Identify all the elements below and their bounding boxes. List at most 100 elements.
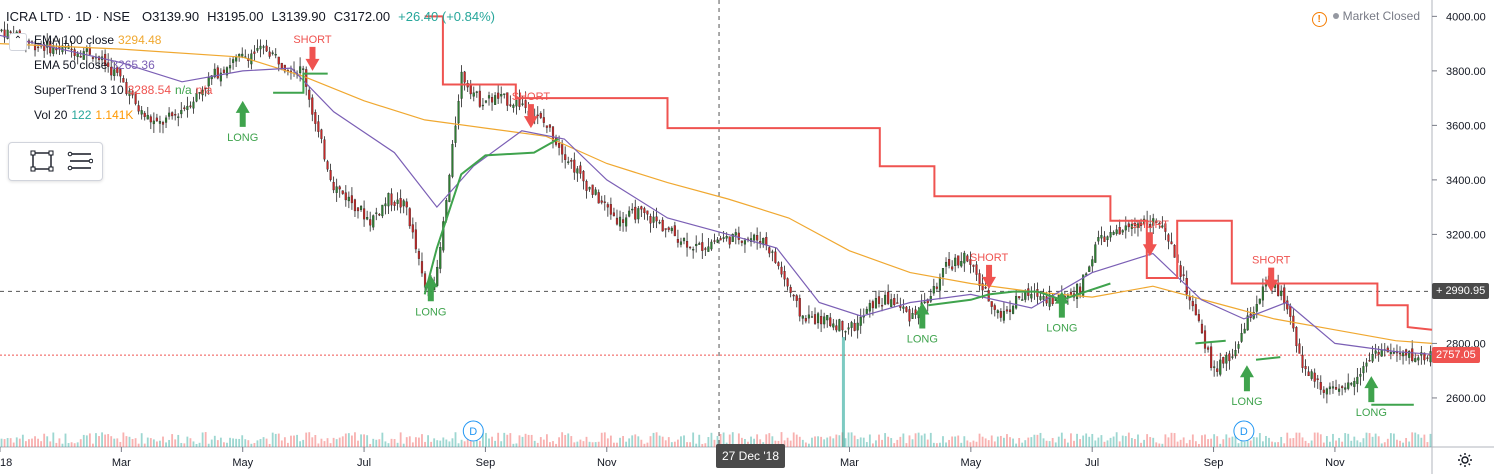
volume-bar: [1121, 435, 1124, 447]
list-icon[interactable]: [67, 150, 93, 172]
indicator-value: 3294.48: [118, 33, 162, 47]
candle-body: [1426, 357, 1429, 359]
volume-bar: [832, 438, 835, 447]
volume-bar: [131, 438, 134, 447]
volume-bar: [655, 432, 658, 447]
volume-bar: [1015, 443, 1018, 447]
volume-bar: [433, 438, 436, 447]
candle-body: [490, 97, 494, 103]
volume-bar: [0, 438, 3, 447]
candle-body: [655, 216, 658, 222]
candle-body: [387, 193, 390, 207]
candle-body: [588, 187, 591, 190]
volume-bar: [1249, 440, 1252, 447]
volume-bar: [1073, 440, 1075, 447]
dividend-marker[interactable]: [1233, 420, 1255, 442]
collapse-legend-button[interactable]: ⌃: [9, 33, 27, 51]
volume-bar: [305, 432, 308, 447]
volume-bar: [777, 440, 780, 447]
volume-bar: [287, 442, 289, 447]
series-line: [928, 282, 1111, 307]
volume-bar: [564, 434, 567, 447]
candle-body: [37, 46, 40, 49]
volume-bar: [183, 443, 186, 447]
price-tick-label: 3200.00: [1446, 229, 1486, 241]
candle-body: [399, 198, 402, 208]
volume-bar: [576, 441, 579, 447]
volume-bar: [491, 436, 493, 447]
candle-body: [813, 314, 817, 324]
volume-bar: [1112, 436, 1115, 447]
candle-body: [1344, 387, 1347, 390]
volume-bar: [710, 432, 713, 447]
market-status: ! Market Closed: [1311, 9, 1420, 27]
warning-icon[interactable]: !: [1311, 12, 1327, 27]
rectangle-icon[interactable]: [29, 150, 55, 172]
volume-bar: [1088, 436, 1091, 447]
candle-body: [637, 208, 640, 220]
volume-bar: [1426, 442, 1429, 447]
candle-body: [1112, 232, 1115, 235]
indicator-ema100[interactable]: EMA 100 close 3294.48: [34, 33, 165, 47]
volume-bar: [862, 437, 865, 447]
dividend-marker[interactable]: [462, 420, 484, 442]
candle-body: [222, 69, 226, 73]
candle-body: [1240, 333, 1243, 342]
indicator-ema50[interactable]: EMA 50 close 3265.36: [34, 58, 159, 72]
indicator-volume[interactable]: Vol 20 122 1.141K: [34, 108, 137, 122]
short-signal-arrow: [305, 46, 320, 71]
candle-body: [1261, 286, 1264, 301]
candle-body: [972, 264, 975, 267]
candle-body: [232, 59, 235, 63]
candle-body: [1362, 366, 1365, 374]
candle-body: [356, 207, 360, 212]
volume-bar: [585, 436, 588, 447]
volume-bar: [274, 433, 277, 447]
candle-body: [935, 286, 938, 289]
volume-bar: [908, 435, 911, 447]
volume-bar: [661, 436, 664, 447]
volume-bar: [73, 443, 76, 447]
volume-bar: [1051, 437, 1054, 447]
indicator-supertrend[interactable]: SuperTrend 3 10 3288.54 n/a n/a: [34, 83, 216, 97]
candle-body: [826, 315, 829, 321]
volume-bar: [978, 433, 981, 447]
volume-bar: [942, 436, 944, 447]
candle-body: [716, 239, 719, 243]
indicator-extra: n/a: [195, 83, 213, 97]
volume-bar: [1429, 433, 1432, 447]
candle-body: [975, 264, 978, 275]
volume-bar: [713, 439, 716, 447]
candle-body: [545, 125, 548, 128]
candle-body: [1371, 354, 1374, 362]
candle-body: [539, 113, 542, 118]
volume-bar: [445, 439, 448, 447]
volume-bar: [354, 432, 356, 447]
candle-body: [1197, 314, 1200, 321]
volume-bar: [1377, 436, 1380, 447]
volume-bar: [591, 442, 594, 447]
volume-bar: [341, 436, 344, 447]
candle-body: [993, 305, 996, 310]
volume-bar: [6, 438, 9, 447]
candle-body: [1219, 359, 1222, 375]
price-tick-label: 3400.00: [1446, 175, 1486, 187]
volume-bar: [808, 443, 810, 447]
candle-body: [137, 105, 140, 112]
volume-bar: [265, 438, 268, 447]
volume-bar: [829, 436, 832, 447]
candle-body: [168, 112, 171, 117]
volume-bar: [213, 435, 216, 447]
volume-bar: [521, 436, 524, 447]
candle-body: [1350, 383, 1353, 385]
volume-bar: [1380, 443, 1383, 447]
candle-body: [1359, 374, 1362, 377]
volume-bar: [1359, 442, 1362, 447]
volume-bar: [238, 438, 241, 447]
candle-body: [844, 330, 847, 333]
gear-icon[interactable]: [1457, 452, 1473, 468]
volume-bar: [948, 439, 950, 447]
symbol-title[interactable]: ICRA LTD · 1D · NSE: [6, 9, 131, 24]
candle-body: [1222, 357, 1225, 364]
